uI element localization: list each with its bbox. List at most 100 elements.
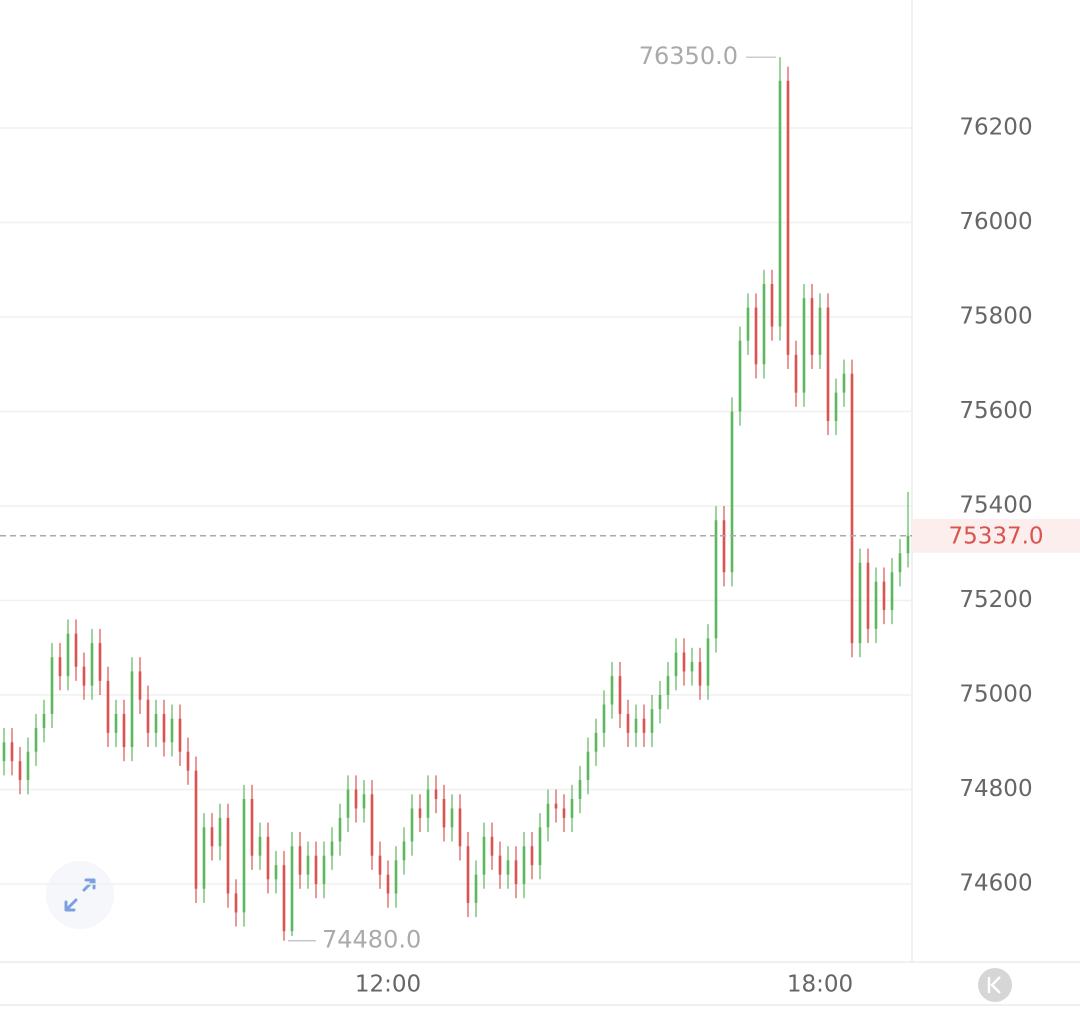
candle-body	[266, 836, 270, 880]
candle-body	[210, 827, 214, 847]
candle-body	[338, 817, 342, 842]
y-tick-label: 75200	[959, 587, 1032, 613]
candle-body	[298, 846, 302, 875]
candle-body	[514, 860, 518, 885]
y-tick-label: 74800	[959, 776, 1032, 802]
y-tick-label: 75000	[959, 682, 1032, 708]
candle-body	[314, 855, 318, 885]
candle-body	[626, 713, 630, 733]
candle-body	[154, 713, 158, 733]
candle-body	[818, 307, 822, 355]
candle-body	[642, 718, 646, 733]
candle-body	[850, 373, 854, 644]
candle-body	[474, 874, 478, 903]
candle-body	[330, 841, 334, 856]
candle-body	[522, 846, 526, 885]
candle-body	[322, 855, 326, 885]
candle-body	[370, 794, 374, 856]
collapse-button-bg	[978, 968, 1012, 1002]
candle-body	[562, 808, 566, 818]
candle-body	[250, 798, 254, 856]
candle-body	[538, 827, 542, 866]
candle-body	[594, 732, 598, 752]
candle-body	[586, 751, 590, 781]
candle-body	[218, 817, 222, 847]
candle-body	[578, 780, 582, 799]
last-price-bg	[912, 518, 1080, 553]
candle-body	[354, 789, 358, 809]
candle-body	[90, 643, 94, 686]
candle-body	[706, 638, 710, 686]
candle-body	[234, 893, 238, 913]
candle-body	[346, 789, 350, 818]
candle-body	[690, 661, 694, 672]
candle-body	[170, 718, 174, 743]
candle-body	[890, 572, 894, 610]
candle-body	[778, 80, 782, 327]
candle-body	[42, 713, 46, 729]
candle-body	[466, 846, 470, 903]
candle-body	[802, 298, 806, 393]
candle-body	[442, 798, 446, 828]
x-tick-label: 12:00	[355, 972, 421, 998]
candle-body	[202, 827, 206, 889]
candle-body	[858, 562, 862, 644]
candle-body	[546, 803, 550, 828]
candle-body	[658, 695, 662, 710]
candle-body	[2, 742, 6, 762]
candle-body	[698, 661, 702, 686]
expand-button-bg	[46, 861, 114, 929]
candle-body	[50, 657, 54, 714]
candle-body	[650, 709, 654, 733]
candle-body	[106, 680, 110, 733]
max-label: 76350.0	[639, 42, 738, 70]
candle-body	[362, 794, 366, 809]
candle-body	[386, 874, 390, 894]
candle-body	[194, 770, 198, 889]
collapse-icon	[987, 976, 1001, 994]
candle-body	[178, 718, 182, 752]
candle-body	[138, 671, 142, 700]
y-tick-label: 76000	[959, 209, 1032, 235]
candle-body	[498, 855, 502, 875]
candle-body	[122, 713, 126, 748]
candle-body	[226, 817, 230, 894]
y-tick-label: 75400	[959, 493, 1032, 519]
candle-body	[450, 808, 454, 828]
expand-button[interactable]	[46, 861, 114, 929]
candle-body	[826, 307, 830, 421]
y-tick-label: 75600	[959, 398, 1032, 424]
candle-body	[602, 704, 606, 733]
candle-body	[402, 841, 406, 861]
collapse-button[interactable]	[978, 968, 1012, 1002]
candle-body	[434, 789, 438, 799]
candle-body	[82, 666, 86, 686]
last-price-label: 75337.0	[948, 523, 1043, 549]
candle-body	[730, 411, 734, 573]
candle-body	[506, 860, 510, 875]
candle-body	[18, 761, 22, 781]
candle-body	[162, 713, 166, 743]
candle-body	[866, 562, 870, 629]
candle-body	[842, 373, 846, 393]
candle-body	[10, 742, 14, 762]
candle-body	[282, 865, 286, 932]
candle-body	[794, 354, 798, 393]
candle-body	[634, 718, 638, 733]
candle-body	[242, 798, 246, 913]
candle-body	[66, 633, 70, 677]
candle-body	[882, 581, 886, 610]
candle-body	[906, 535, 910, 554]
candle-body	[146, 699, 150, 733]
candle-body	[714, 520, 718, 639]
candle-body	[786, 80, 790, 355]
candle-body	[274, 865, 278, 880]
expand-icon	[64, 878, 96, 912]
candle-body	[418, 808, 422, 818]
candle-body	[482, 836, 486, 875]
candle-body	[98, 643, 102, 681]
candle-body	[58, 657, 62, 677]
candle-body	[722, 520, 726, 573]
candle-body	[26, 751, 30, 781]
